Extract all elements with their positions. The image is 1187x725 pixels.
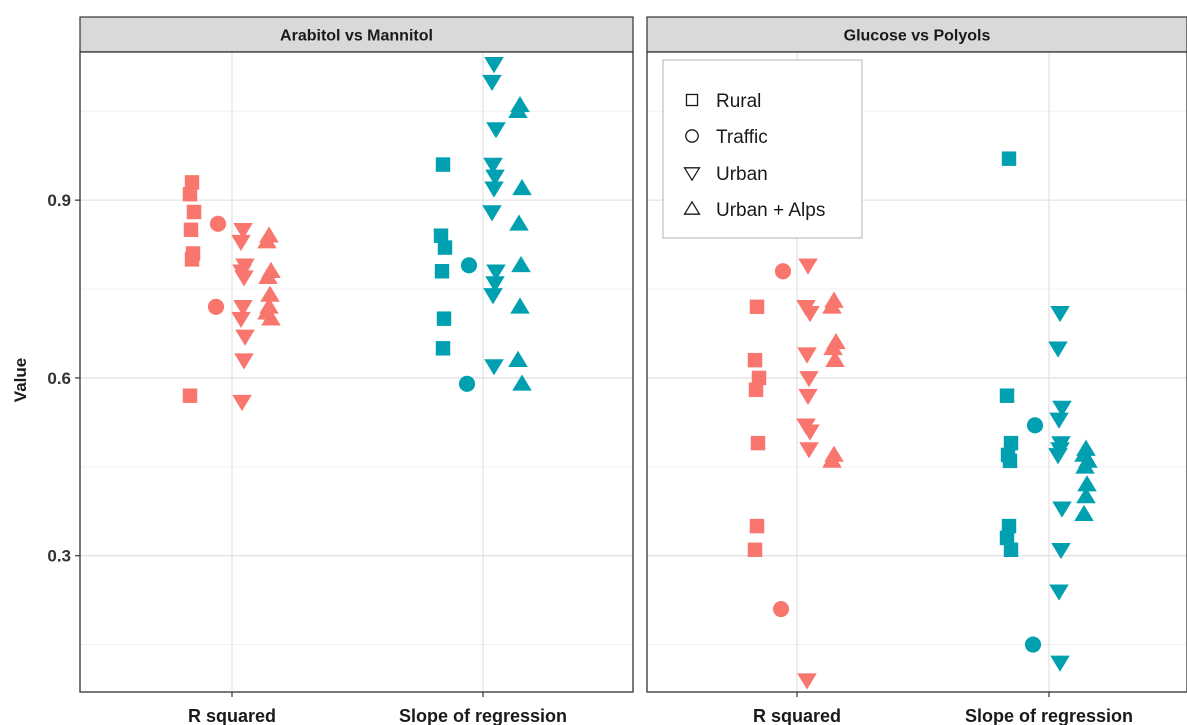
y-tick-label: 0.3 [47,547,71,566]
data-point [210,216,226,232]
y-axis-title: Value [11,358,30,402]
panel-1: Arabitol vs Mannitol R squared Slope of re… [80,17,633,725]
data-point [436,341,450,355]
data-point [183,187,197,201]
data-point [1027,417,1043,433]
data-point [748,353,762,367]
data-point [435,264,449,278]
data-point [1025,637,1041,653]
data-point [1003,454,1017,468]
data-point [749,383,763,397]
legend-label: Traffic [716,127,768,148]
y-tick-label: 0.9 [47,191,71,210]
data-point [1002,151,1016,165]
data-point [187,205,201,219]
panel-title: Arabitol vs Mannitol [280,28,433,45]
data-point [208,299,224,315]
data-point [184,223,198,237]
y-tick-label: 0.6 [47,369,71,388]
x-tick-label: Slope of regression [399,706,567,725]
data-point [461,257,477,273]
data-point [437,311,451,325]
data-point [438,240,452,254]
data-point [185,252,199,266]
legend-label: Urban + Alps [716,200,825,221]
x-tick-label: R squared [188,706,276,725]
panel-title: Glucose vs Polyols [844,28,991,45]
data-point [773,601,789,617]
data-point [750,519,764,533]
legend-label: Urban [716,164,768,185]
data-point [751,436,765,450]
x-tick-label: Slope of regression [965,706,1133,725]
data-point [1004,543,1018,557]
data-point [775,263,791,279]
data-point [459,376,475,392]
x-tick-label: R squared [753,706,841,725]
legend: Rural Traffic Urban Urban + Alps [663,60,862,238]
data-point [436,157,450,171]
plot-area [80,52,633,692]
legend-label: Rural [716,91,761,112]
data-point [750,300,764,314]
data-point [748,543,762,557]
data-point [183,388,197,402]
data-point [1000,388,1014,402]
